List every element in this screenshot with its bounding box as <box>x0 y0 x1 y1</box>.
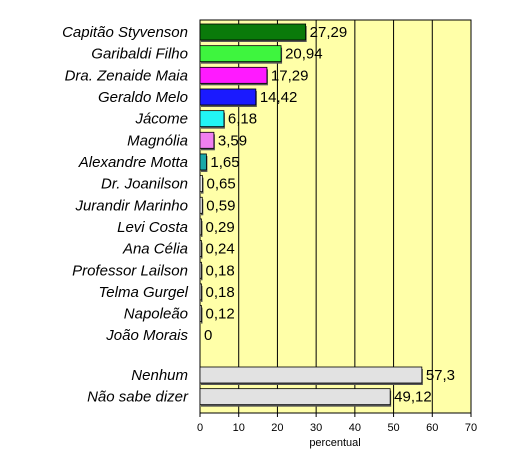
value-label: 27,29 <box>310 24 348 41</box>
category-label: Dra. Zenaide Maia <box>65 67 188 84</box>
value-label: 0,18 <box>206 284 235 301</box>
category-label: Nenhum <box>131 367 188 384</box>
category-label: Levi Costa <box>117 219 188 236</box>
category-labels: Capitão Styvenson Garibaldi Filho Dra. Zen… <box>62 24 189 406</box>
plot-area <box>199 19 472 414</box>
x-tick-label: 30 <box>310 422 322 434</box>
bar <box>199 240 202 258</box>
bar <box>199 88 257 106</box>
x-tick-label: 70 <box>465 422 477 434</box>
x-tick-label: 0 <box>197 422 203 434</box>
bar <box>199 66 268 84</box>
bar <box>199 305 202 322</box>
bar <box>199 23 307 41</box>
category-label: Capitão Styvenson <box>62 24 188 41</box>
value-label: 0,59 <box>206 197 235 214</box>
value-label: 0,29 <box>206 219 235 236</box>
bar <box>199 131 215 149</box>
category-label: Professor Lailson <box>72 262 188 279</box>
value-labels: 27,29 20,94 17,29 14,426,18 3,59 1,65 0,65 0,59… <box>204 24 455 406</box>
x-tick-label: 40 <box>349 422 361 434</box>
category-label: Jurandir Marinho <box>74 197 188 214</box>
bar <box>199 261 202 279</box>
value-label: 6,18 <box>228 111 257 128</box>
value-label: 3,59 <box>218 132 247 149</box>
bar <box>199 110 225 128</box>
category-label: Dr. Joanilson <box>101 176 188 193</box>
category-label: Garibaldi Filho <box>91 46 188 63</box>
value-label: 0,18 <box>206 262 235 279</box>
category-label: João Morais <box>105 327 188 344</box>
category-label: Magnólia <box>127 132 188 149</box>
value-label: 17,29 <box>271 67 309 84</box>
x-tick-label: 20 <box>271 422 283 434</box>
bar <box>199 45 282 63</box>
value-label: 0 <box>204 327 212 344</box>
x-axis-title: percentual <box>309 437 360 449</box>
value-label: 57,3 <box>426 367 455 384</box>
bar <box>199 175 203 193</box>
category-label: Napoleão <box>124 306 188 323</box>
category-label: Telma Gurgel <box>99 284 189 301</box>
bar <box>199 218 202 236</box>
bars <box>199 23 423 407</box>
grid-lines <box>238 20 433 413</box>
bar <box>199 366 423 384</box>
x-tick-label: 10 <box>233 422 245 434</box>
value-label: 20,94 <box>285 46 323 63</box>
value-label: 0,12 <box>206 306 235 323</box>
x-axis-ticks: 0 10 20 30 40 50 60 70 <box>197 413 477 434</box>
bar <box>199 196 203 214</box>
value-label: 14,42 <box>260 89 298 106</box>
bar <box>199 283 202 301</box>
bar <box>199 153 207 171</box>
category-label: Ana Célia <box>122 241 188 258</box>
category-label: Alexandre Motta <box>78 154 188 171</box>
value-label: 0,65 <box>207 176 236 193</box>
x-tick-label: 50 <box>387 422 399 434</box>
value-label: 1,65 <box>210 154 239 171</box>
value-label: 0,24 <box>206 241 235 258</box>
value-label: 49,12 <box>394 389 432 406</box>
category-label: Geraldo Melo <box>98 89 188 106</box>
category-label: Jácome <box>134 111 188 128</box>
category-label: Não sabe dizer <box>87 389 189 406</box>
bar <box>199 388 391 406</box>
x-tick-label: 60 <box>426 422 438 434</box>
